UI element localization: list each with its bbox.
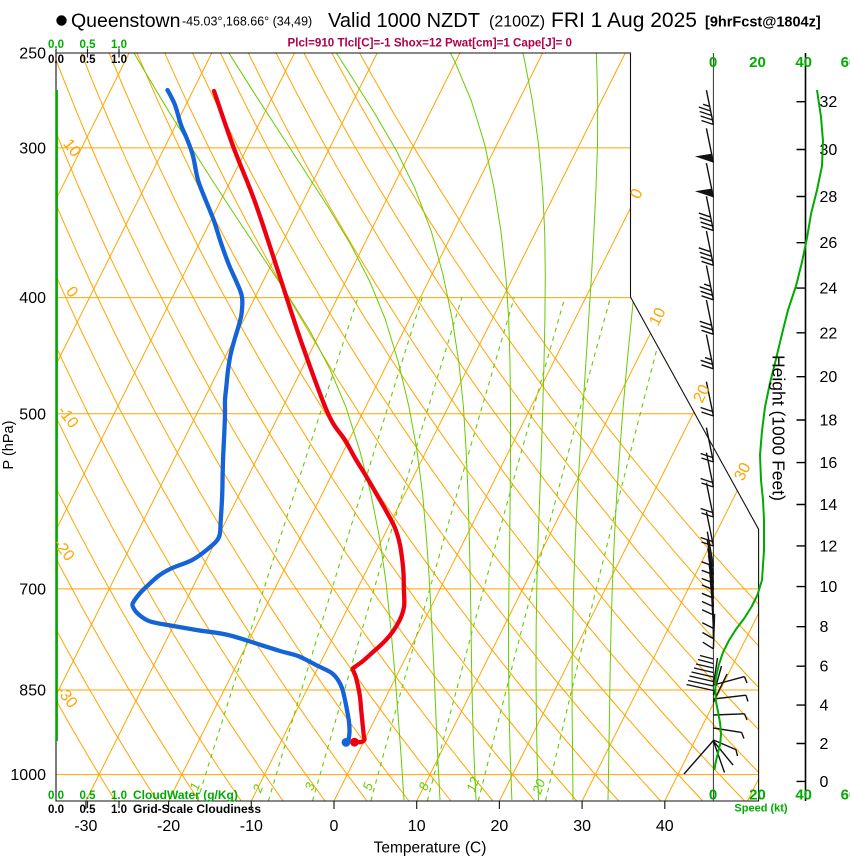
svg-text:10: 10 xyxy=(820,579,838,596)
svg-text:(2100Z): (2100Z) xyxy=(489,14,545,31)
svg-text:-30: -30 xyxy=(74,818,97,835)
svg-text:CloudWater (g/Kg): CloudWater (g/Kg) xyxy=(133,788,238,802)
svg-text:P (hPa): P (hPa) xyxy=(1,421,17,470)
svg-text:[9hrFcst@1804z]: [9hrFcst@1804z] xyxy=(705,15,821,31)
svg-text:0: 0 xyxy=(709,787,717,804)
svg-text:20: 20 xyxy=(690,382,713,406)
svg-text:30: 30 xyxy=(731,460,754,484)
svg-text:20: 20 xyxy=(820,369,838,386)
svg-text:10: 10 xyxy=(646,305,669,329)
svg-text:4: 4 xyxy=(820,698,829,715)
svg-text:0.0: 0.0 xyxy=(48,804,64,816)
svg-text:850: 850 xyxy=(19,682,46,699)
svg-text:6: 6 xyxy=(820,659,829,676)
svg-text:12: 12 xyxy=(820,538,838,555)
svg-text:Speed (kt): Speed (kt) xyxy=(734,803,788,815)
svg-text:250: 250 xyxy=(19,46,46,63)
svg-text:2: 2 xyxy=(820,736,829,753)
svg-text:Queenstown: Queenstown xyxy=(71,10,181,32)
svg-text:0.5: 0.5 xyxy=(80,39,97,51)
svg-text:1.0: 1.0 xyxy=(111,804,127,816)
svg-text:Height (1000 Feet): Height (1000 Feet) xyxy=(769,355,789,501)
svg-text:Temperature (C): Temperature (C) xyxy=(374,840,487,857)
svg-text:40: 40 xyxy=(795,787,812,804)
svg-text:FRI 1 Aug 2025: FRI 1 Aug 2025 xyxy=(551,9,697,32)
svg-text:300: 300 xyxy=(19,140,46,157)
svg-text:0: 0 xyxy=(709,54,717,71)
svg-text:22: 22 xyxy=(820,325,838,342)
svg-text:500: 500 xyxy=(19,406,46,423)
svg-text:Valid 1000 NZDT: Valid 1000 NZDT xyxy=(328,10,480,32)
svg-text:24: 24 xyxy=(820,281,838,298)
svg-text:0.5: 0.5 xyxy=(80,54,97,66)
svg-text:30: 30 xyxy=(820,142,838,159)
svg-text:60: 60 xyxy=(841,54,850,71)
svg-text:20: 20 xyxy=(491,818,509,835)
svg-text:Plcl=910 Tlcl[C]=-1 Shox=12 Pw: Plcl=910 Tlcl[C]=-1 Shox=12 Pwat[cm]=1 C… xyxy=(288,36,573,49)
svg-text:8: 8 xyxy=(820,619,829,636)
svg-text:32: 32 xyxy=(820,94,838,111)
svg-text:0: 0 xyxy=(330,818,339,835)
svg-text:10: 10 xyxy=(408,818,426,835)
svg-text:1.0: 1.0 xyxy=(111,54,127,66)
svg-text:0.5: 0.5 xyxy=(80,804,97,816)
svg-text:-10: -10 xyxy=(240,818,263,835)
svg-text:1.0: 1.0 xyxy=(111,790,127,802)
svg-text:-20: -20 xyxy=(157,818,180,835)
svg-text:0.5: 0.5 xyxy=(80,790,97,802)
svg-text:28: 28 xyxy=(820,189,838,206)
svg-text:1.0: 1.0 xyxy=(111,39,127,51)
svg-text:Grid-Scale Cloudiness: Grid-Scale Cloudiness xyxy=(133,802,261,816)
svg-text:12: 12 xyxy=(463,774,482,793)
svg-text:0: 0 xyxy=(820,774,829,791)
svg-text:0.0: 0.0 xyxy=(48,39,64,51)
svg-text:26: 26 xyxy=(820,235,838,252)
svg-text:40: 40 xyxy=(795,54,812,71)
svg-text:20: 20 xyxy=(749,54,766,71)
svg-text:20: 20 xyxy=(529,776,549,796)
svg-text:40: 40 xyxy=(656,818,674,835)
svg-text:0.0: 0.0 xyxy=(48,790,64,802)
svg-text:1000: 1000 xyxy=(10,767,46,784)
svg-text:1: 1 xyxy=(186,780,203,792)
svg-text:20: 20 xyxy=(749,787,766,804)
svg-text:18: 18 xyxy=(820,413,838,430)
svg-text:14: 14 xyxy=(820,497,838,514)
svg-text:16: 16 xyxy=(820,455,838,472)
svg-text:0.0: 0.0 xyxy=(48,54,64,66)
svg-text:700: 700 xyxy=(19,581,46,598)
svg-text:-45.03°,168.66° (34,49): -45.03°,168.66° (34,49) xyxy=(182,15,312,29)
svg-text:60: 60 xyxy=(841,787,850,804)
svg-text:30: 30 xyxy=(573,818,591,835)
svg-text:400: 400 xyxy=(19,290,46,307)
